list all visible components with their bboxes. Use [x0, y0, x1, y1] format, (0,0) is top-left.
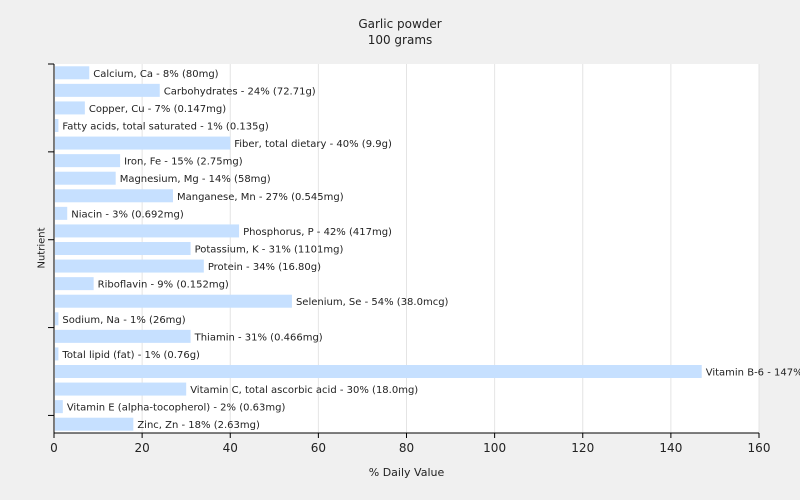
bar-9 — [55, 224, 240, 238]
bar-11 — [55, 259, 204, 273]
bar-1 — [55, 83, 160, 97]
data-label-17: Vitamin B-6 - 147% (2.940mg) — [706, 368, 800, 379]
bar-8 — [55, 206, 68, 220]
bar-13 — [55, 294, 292, 308]
data-label-12: Riboflavin - 9% (0.152mg) — [98, 280, 229, 291]
data-label-20: Zinc, Zn - 18% (2.63mg) — [137, 420, 260, 431]
bar-14 — [55, 312, 59, 326]
data-label-15: Thiamin - 31% (0.466mg) — [194, 332, 323, 343]
x-tick-label-8: 160 — [748, 441, 771, 455]
data-label-7: Manganese, Mn - 27% (0.545mg) — [177, 192, 344, 203]
bar-17 — [55, 365, 702, 378]
data-label-16: Total lipid (fat) - 1% (0.76g) — [61, 350, 200, 361]
data-label-11: Protein - 34% (16.80g) — [208, 262, 321, 273]
bar-7 — [55, 189, 173, 203]
chart-title: Garlic powder — [358, 17, 442, 31]
bar-16 — [55, 347, 59, 361]
x-tick-label-6: 120 — [571, 441, 594, 455]
bar-20 — [55, 417, 134, 431]
data-label-3: Fatty acids, total saturated - 1% (0.135… — [62, 122, 268, 133]
bar-6 — [55, 171, 116, 185]
x-tick-label-1: 20 — [134, 441, 149, 455]
bar-18 — [55, 382, 187, 396]
bar-2 — [55, 101, 85, 115]
bar-15 — [55, 329, 191, 343]
x-tick-label-2: 40 — [223, 441, 238, 455]
x-tick-label-3: 60 — [311, 441, 326, 455]
bar-5 — [55, 154, 121, 168]
data-label-10: Potassium, K - 31% (1101mg) — [195, 245, 344, 256]
data-label-0: Calcium, Ca - 8% (80mg) — [93, 69, 218, 80]
data-label-13: Selenium, Se - 54% (38.0mcg) — [296, 297, 449, 308]
x-axis-label: % Daily Value — [368, 466, 445, 479]
data-label-5: Iron, Fe - 15% (2.75mg) — [124, 157, 243, 168]
data-label-2: Copper, Cu - 7% (0.147mg) — [89, 104, 226, 115]
data-label-6: Magnesium, Mg - 14% (58mg) — [120, 174, 271, 185]
data-label-8: Niacin - 3% (0.692mg) — [71, 209, 184, 220]
data-label-19: Vitamin E (alpha-tocopherol) - 2% (0.63m… — [67, 403, 286, 414]
bar-19 — [55, 400, 63, 414]
data-label-9: Phosphorus, P - 42% (417mg) — [243, 227, 392, 238]
bar-10 — [55, 242, 191, 255]
x-tick-label-0: 0 — [50, 441, 58, 455]
x-tick-label-4: 80 — [399, 441, 414, 455]
data-label-4: Fiber, total dietary - 40% (9.9g) — [234, 139, 392, 150]
data-label-18: Vitamin C, total ascorbic acid - 30% (18… — [190, 385, 418, 396]
x-tick-label-5: 100 — [483, 441, 506, 455]
data-label-14: Sodium, Na - 1% (26mg) — [62, 315, 185, 326]
y-axis-label: Nutrient — [36, 227, 48, 269]
chart-subtitle: 100 grams — [367, 33, 433, 47]
bar-12 — [55, 277, 94, 291]
data-label-1: Carbohydrates - 24% (72.71g) — [164, 86, 316, 97]
bar-3 — [55, 119, 59, 132]
bar-4 — [55, 136, 231, 150]
x-tick-label-7: 140 — [659, 441, 682, 455]
bar-0 — [55, 66, 90, 80]
